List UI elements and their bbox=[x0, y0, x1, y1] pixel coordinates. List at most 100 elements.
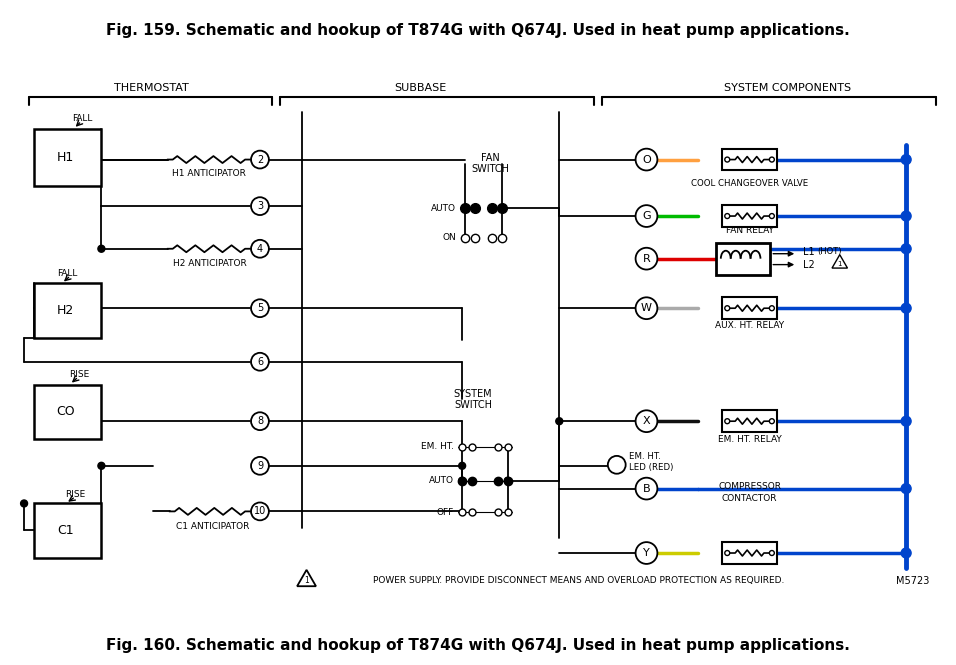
Circle shape bbox=[770, 157, 774, 162]
Circle shape bbox=[770, 419, 774, 424]
Text: 8: 8 bbox=[257, 416, 263, 426]
Text: M5723: M5723 bbox=[896, 576, 929, 586]
Bar bbox=[723, 297, 777, 319]
Circle shape bbox=[902, 154, 911, 164]
Bar bbox=[34, 283, 101, 338]
Text: 6: 6 bbox=[257, 356, 263, 366]
Text: AUTO: AUTO bbox=[429, 476, 454, 485]
Text: G: G bbox=[642, 211, 651, 221]
Bar bbox=[723, 205, 777, 227]
Circle shape bbox=[770, 306, 774, 311]
Text: Fig. 160. Schematic and hookup of T874G with Q674J. Used in heat pump applicatio: Fig. 160. Schematic and hookup of T874G … bbox=[106, 638, 850, 652]
Circle shape bbox=[462, 205, 468, 211]
Circle shape bbox=[770, 213, 774, 219]
Text: (HOT): (HOT) bbox=[817, 247, 841, 256]
Text: FAN
SWITCH: FAN SWITCH bbox=[471, 153, 509, 174]
Text: POWER SUPPLY. PROVIDE DISCONNECT MEANS AND OVERLOAD PROTECTION AS REQUIRED.: POWER SUPPLY. PROVIDE DISCONNECT MEANS A… bbox=[374, 577, 785, 585]
Text: THERMOSTAT: THERMOSTAT bbox=[114, 83, 188, 93]
Text: COMPRESSOR: COMPRESSOR bbox=[718, 482, 781, 491]
Circle shape bbox=[902, 303, 911, 313]
Circle shape bbox=[725, 419, 729, 424]
Circle shape bbox=[902, 483, 911, 493]
Circle shape bbox=[504, 477, 511, 484]
Text: Fig. 159. Schematic and hookup of T874G with Q674J. Used in heat pump applicatio: Fig. 159. Schematic and hookup of T874G … bbox=[106, 23, 850, 38]
Circle shape bbox=[21, 500, 28, 507]
Text: Y: Y bbox=[643, 548, 650, 558]
Text: FALL: FALL bbox=[57, 269, 77, 278]
Text: H2 ANTICIPATOR: H2 ANTICIPATOR bbox=[172, 259, 247, 268]
Text: EM. HT.: EM. HT. bbox=[422, 442, 454, 452]
Text: SYSTEM
SWITCH: SYSTEM SWITCH bbox=[454, 388, 492, 410]
Circle shape bbox=[636, 477, 658, 499]
Text: LED (RED): LED (RED) bbox=[629, 464, 673, 472]
Circle shape bbox=[636, 205, 658, 227]
Circle shape bbox=[636, 149, 658, 170]
Bar bbox=[723, 149, 777, 170]
Text: COOL CHANGEOVER VALVE: COOL CHANGEOVER VALVE bbox=[691, 179, 808, 188]
Circle shape bbox=[902, 548, 911, 558]
Text: FAN RELAY: FAN RELAY bbox=[726, 226, 773, 235]
Bar bbox=[34, 129, 101, 186]
Circle shape bbox=[902, 416, 911, 426]
Text: RISE: RISE bbox=[66, 490, 86, 499]
Circle shape bbox=[636, 410, 658, 432]
Circle shape bbox=[98, 245, 105, 252]
Bar bbox=[716, 243, 771, 275]
Circle shape bbox=[555, 418, 563, 425]
Text: 5: 5 bbox=[257, 303, 263, 313]
Text: 10: 10 bbox=[254, 506, 266, 517]
Circle shape bbox=[251, 240, 269, 257]
Circle shape bbox=[459, 477, 466, 484]
Text: C1: C1 bbox=[57, 524, 74, 537]
Circle shape bbox=[608, 456, 625, 473]
Circle shape bbox=[251, 412, 269, 430]
Text: SUBBASE: SUBBASE bbox=[395, 83, 446, 93]
Circle shape bbox=[498, 205, 506, 211]
Circle shape bbox=[902, 211, 911, 221]
Text: W: W bbox=[641, 303, 652, 313]
Text: H1 ANTICIPATOR: H1 ANTICIPATOR bbox=[172, 169, 247, 178]
Text: L2: L2 bbox=[803, 259, 815, 269]
Circle shape bbox=[251, 198, 269, 215]
Circle shape bbox=[636, 297, 658, 319]
Text: 4: 4 bbox=[257, 244, 263, 254]
Circle shape bbox=[251, 503, 269, 520]
Bar bbox=[723, 410, 777, 432]
Circle shape bbox=[725, 213, 729, 219]
Circle shape bbox=[725, 551, 729, 555]
Text: B: B bbox=[642, 483, 650, 493]
Text: OFF: OFF bbox=[437, 508, 454, 517]
Circle shape bbox=[636, 542, 658, 564]
Text: 1: 1 bbox=[304, 577, 309, 585]
Circle shape bbox=[251, 457, 269, 475]
Circle shape bbox=[251, 151, 269, 168]
Text: R: R bbox=[642, 253, 650, 263]
Circle shape bbox=[725, 306, 729, 311]
Circle shape bbox=[770, 551, 774, 555]
Circle shape bbox=[251, 353, 269, 370]
Bar bbox=[723, 542, 777, 564]
Text: FALL: FALL bbox=[73, 114, 93, 124]
Text: O: O bbox=[642, 154, 651, 164]
Circle shape bbox=[251, 299, 269, 317]
Text: 1: 1 bbox=[837, 261, 842, 267]
Text: X: X bbox=[642, 416, 650, 426]
Text: 3: 3 bbox=[257, 201, 263, 211]
Text: AUX. HT. RELAY: AUX. HT. RELAY bbox=[715, 321, 784, 330]
Text: RISE: RISE bbox=[70, 370, 90, 379]
Bar bbox=[34, 384, 101, 439]
Circle shape bbox=[725, 157, 729, 162]
Circle shape bbox=[98, 462, 105, 469]
Text: EM. HT. RELAY: EM. HT. RELAY bbox=[718, 434, 781, 444]
Text: H2: H2 bbox=[57, 304, 75, 317]
Text: EM. HT.: EM. HT. bbox=[629, 452, 661, 462]
Bar bbox=[34, 503, 101, 558]
Text: H1: H1 bbox=[57, 151, 75, 164]
Circle shape bbox=[902, 244, 911, 254]
Text: C1 ANTICIPATOR: C1 ANTICIPATOR bbox=[176, 522, 250, 531]
Text: AUTO: AUTO bbox=[431, 203, 456, 213]
Text: CONTACTOR: CONTACTOR bbox=[722, 494, 777, 503]
Text: L1: L1 bbox=[803, 247, 815, 257]
Text: CO: CO bbox=[56, 405, 75, 418]
Text: 2: 2 bbox=[257, 154, 263, 164]
